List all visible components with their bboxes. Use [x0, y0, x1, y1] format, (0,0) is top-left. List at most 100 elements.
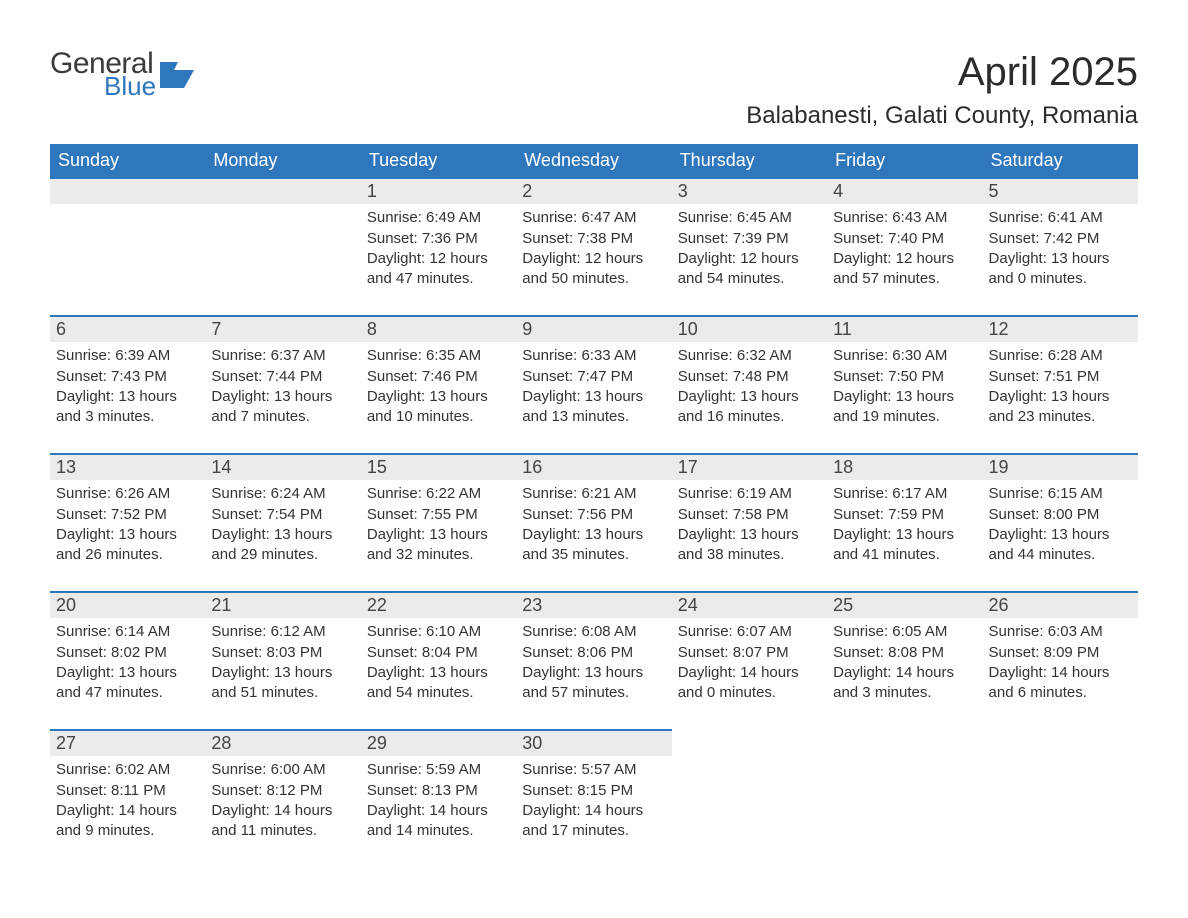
- day-blank: [983, 730, 1138, 756]
- day-d1: Daylight: 13 hours: [56, 663, 199, 683]
- day-d1: Daylight: 12 hours: [833, 249, 976, 269]
- day-d1: Daylight: 13 hours: [211, 525, 354, 545]
- day-cell: Sunrise: 6:33 AMSunset: 7:47 PMDaylight:…: [516, 342, 671, 454]
- day-d1: Daylight: 14 hours: [56, 801, 199, 821]
- day-cell: Sunrise: 6:37 AMSunset: 7:44 PMDaylight:…: [205, 342, 360, 454]
- day-cell: Sunrise: 5:57 AMSunset: 8:15 PMDaylight:…: [516, 756, 671, 867]
- day-number: 6: [50, 316, 205, 342]
- day-cell: Sunrise: 6:26 AMSunset: 7:52 PMDaylight:…: [50, 480, 205, 592]
- day-number: 14: [205, 454, 360, 480]
- day-sr: Sunrise: 6:24 AM: [211, 484, 354, 504]
- day-d2: and 47 minutes.: [56, 683, 199, 703]
- day-number: 24: [672, 592, 827, 618]
- day-number: 29: [361, 730, 516, 756]
- day-ss: Sunset: 8:03 PM: [211, 643, 354, 663]
- day-d2: and 38 minutes.: [678, 545, 821, 565]
- day-ss: Sunset: 7:51 PM: [989, 367, 1132, 387]
- dow-friday: Friday: [827, 144, 982, 178]
- week-daynum-row: 27282930: [50, 730, 1138, 756]
- brand-word-2: Blue: [104, 75, 156, 98]
- day-number: 3: [672, 178, 827, 204]
- week-content-row: Sunrise: 6:02 AMSunset: 8:11 PMDaylight:…: [50, 756, 1138, 867]
- day-ss: Sunset: 7:52 PM: [56, 505, 199, 525]
- day-d2: and 11 minutes.: [211, 821, 354, 841]
- day-d1: Daylight: 13 hours: [989, 249, 1132, 269]
- week-content-row: Sunrise: 6:49 AMSunset: 7:36 PMDaylight:…: [50, 204, 1138, 316]
- day-d2: and 10 minutes.: [367, 407, 510, 427]
- day-d2: and 32 minutes.: [367, 545, 510, 565]
- location-subtitle: Balabanesti, Galati County, Romania: [50, 102, 1138, 130]
- day-ss: Sunset: 7:55 PM: [367, 505, 510, 525]
- day-d1: Daylight: 13 hours: [989, 525, 1132, 545]
- day-d2: and 19 minutes.: [833, 407, 976, 427]
- day-ss: Sunset: 8:04 PM: [367, 643, 510, 663]
- day-sr: Sunrise: 6:00 AM: [211, 760, 354, 780]
- day-d2: and 54 minutes.: [367, 683, 510, 703]
- day-ss: Sunset: 8:08 PM: [833, 643, 976, 663]
- day-cell: Sunrise: 6:14 AMSunset: 8:02 PMDaylight:…: [50, 618, 205, 730]
- day-sr: Sunrise: 6:32 AM: [678, 346, 821, 366]
- day-cell: Sunrise: 6:41 AMSunset: 7:42 PMDaylight:…: [983, 204, 1138, 316]
- day-d1: Daylight: 13 hours: [833, 387, 976, 407]
- day-blank: [983, 756, 1138, 867]
- day-d1: Daylight: 13 hours: [211, 387, 354, 407]
- day-sr: Sunrise: 6:45 AM: [678, 208, 821, 228]
- day-sr: Sunrise: 6:35 AM: [367, 346, 510, 366]
- day-ss: Sunset: 7:44 PM: [211, 367, 354, 387]
- day-sr: Sunrise: 6:15 AM: [989, 484, 1132, 504]
- day-cell: Sunrise: 6:17 AMSunset: 7:59 PMDaylight:…: [827, 480, 982, 592]
- day-cell: Sunrise: 6:19 AMSunset: 7:58 PMDaylight:…: [672, 480, 827, 592]
- day-ss: Sunset: 7:46 PM: [367, 367, 510, 387]
- day-ss: Sunset: 7:59 PM: [833, 505, 976, 525]
- day-sr: Sunrise: 6:43 AM: [833, 208, 976, 228]
- day-sr: Sunrise: 6:08 AM: [522, 622, 665, 642]
- day-d1: Daylight: 13 hours: [211, 663, 354, 683]
- brand-flag-icon: [160, 62, 200, 93]
- day-number: 8: [361, 316, 516, 342]
- day-sr: Sunrise: 6:49 AM: [367, 208, 510, 228]
- day-ss: Sunset: 7:43 PM: [56, 367, 199, 387]
- day-cell: Sunrise: 6:08 AMSunset: 8:06 PMDaylight:…: [516, 618, 671, 730]
- day-number: 1: [361, 178, 516, 204]
- day-d2: and 9 minutes.: [56, 821, 199, 841]
- day-ss: Sunset: 7:38 PM: [522, 229, 665, 249]
- week-daynum-row: 20212223242526: [50, 592, 1138, 618]
- day-d1: Daylight: 13 hours: [522, 387, 665, 407]
- day-number: 10: [672, 316, 827, 342]
- day-d2: and 41 minutes.: [833, 545, 976, 565]
- dow-sunday: Sunday: [50, 144, 205, 178]
- day-d2: and 26 minutes.: [56, 545, 199, 565]
- day-blank: [827, 730, 982, 756]
- day-d2: and 57 minutes.: [833, 269, 976, 289]
- day-d2: and 0 minutes.: [989, 269, 1132, 289]
- day-d2: and 35 minutes.: [522, 545, 665, 565]
- day-sr: Sunrise: 6:05 AM: [833, 622, 976, 642]
- day-cell: Sunrise: 6:43 AMSunset: 7:40 PMDaylight:…: [827, 204, 982, 316]
- day-ss: Sunset: 7:42 PM: [989, 229, 1132, 249]
- day-sr: Sunrise: 6:33 AM: [522, 346, 665, 366]
- day-d2: and 57 minutes.: [522, 683, 665, 703]
- day-sr: Sunrise: 6:28 AM: [989, 346, 1132, 366]
- day-cell: Sunrise: 6:07 AMSunset: 8:07 PMDaylight:…: [672, 618, 827, 730]
- day-sr: Sunrise: 6:17 AM: [833, 484, 976, 504]
- day-number: 2: [516, 178, 671, 204]
- day-number: 13: [50, 454, 205, 480]
- day-sr: Sunrise: 6:10 AM: [367, 622, 510, 642]
- day-d1: Daylight: 14 hours: [367, 801, 510, 821]
- day-cell: Sunrise: 6:05 AMSunset: 8:08 PMDaylight:…: [827, 618, 982, 730]
- day-ss: Sunset: 8:00 PM: [989, 505, 1132, 525]
- day-ss: Sunset: 8:02 PM: [56, 643, 199, 663]
- day-sr: Sunrise: 6:07 AM: [678, 622, 821, 642]
- week-content-row: Sunrise: 6:14 AMSunset: 8:02 PMDaylight:…: [50, 618, 1138, 730]
- day-ss: Sunset: 8:12 PM: [211, 781, 354, 801]
- day-d1: Daylight: 14 hours: [678, 663, 821, 683]
- day-d2: and 3 minutes.: [56, 407, 199, 427]
- day-cell: Sunrise: 6:00 AMSunset: 8:12 PMDaylight:…: [205, 756, 360, 867]
- month-title: April 2025: [958, 50, 1138, 95]
- day-of-week-header: Sunday Monday Tuesday Wednesday Thursday…: [50, 144, 1138, 178]
- day-number: 22: [361, 592, 516, 618]
- dow-thursday: Thursday: [672, 144, 827, 178]
- day-d2: and 6 minutes.: [989, 683, 1132, 703]
- day-sr: Sunrise: 6:03 AM: [989, 622, 1132, 642]
- day-d2: and 3 minutes.: [833, 683, 976, 703]
